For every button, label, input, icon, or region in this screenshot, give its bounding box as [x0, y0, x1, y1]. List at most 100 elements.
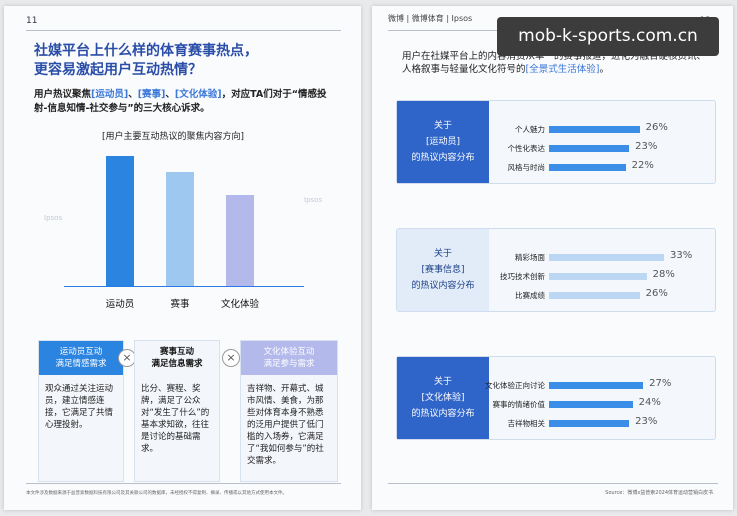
- panel-label-line: 关于: [433, 121, 452, 131]
- tag-athlete: [运动员]: [91, 89, 129, 100]
- row-bar: [549, 401, 633, 408]
- row-label: 风格与时尚: [507, 163, 546, 172]
- panel-label-line: [文化体验]: [421, 393, 465, 403]
- page-title: 社媒平台上什么样的体育赛事热点， 更容易激起用户互动热情？: [34, 42, 334, 80]
- category-label: 赛事: [170, 299, 190, 310]
- footnote: 本文件涉及数据来源于益普索数据科技有限公司及其关联公司的数据库，未经授权不得复制…: [26, 491, 287, 496]
- card-athlete-body: 观众通过关注运动员，建立情感连接，它满足了共情心理投射。: [45, 384, 114, 430]
- row-bar: [549, 292, 640, 299]
- tag-lifestyle: [全景式生活体验]: [525, 64, 600, 75]
- panel-label-line: 的热议内容分布: [411, 409, 475, 419]
- row-value: 28%: [652, 269, 675, 280]
- distribution-row: 技巧技术创新 28%: [491, 269, 713, 284]
- panel-label: 关于 [运动员] 的热议内容分布: [397, 101, 489, 183]
- card-event-body: 比分、赛程、奖牌，满足了公众对“发生了什么”的基本求知欲，往往是讨论的基础需求。: [141, 384, 210, 454]
- panel-label-line: [赛事信息]: [421, 265, 465, 275]
- panel-label: 关于 [文化体验] 的热议内容分布: [397, 357, 489, 439]
- row-value: 26%: [645, 288, 668, 299]
- panel-label-line: 的热议内容分布: [411, 281, 475, 291]
- x-circle-icon: ×: [118, 349, 136, 367]
- row-bar: [549, 145, 630, 152]
- bar-0: [106, 156, 134, 286]
- row-bar: [549, 126, 640, 133]
- card-culture-body: 吉祥物、开幕式、城市风情、美食，为那些对体育本身不熟悉的泛用户提供了低门槛的入场…: [247, 384, 324, 466]
- title-line-2: 更容易激起用户互动热情？: [34, 62, 202, 78]
- row-value: 23%: [635, 141, 658, 152]
- row-value: 24%: [638, 397, 661, 408]
- row-value: 33%: [670, 250, 693, 261]
- card-event: 赛事互动 满足信息需求 比分、赛程、奖牌，满足了公众对“发生了什么”的基本求知欲…: [134, 340, 220, 482]
- intro-prefix: 用户热议聚焦: [34, 89, 92, 100]
- watermark: Ipsos: [304, 196, 323, 204]
- row-label: 精彩场面: [515, 253, 545, 262]
- sep-1: 、: [128, 89, 138, 100]
- row-value: 26%: [645, 122, 668, 133]
- row-bar: [549, 254, 665, 261]
- panel-label-line: 关于: [433, 377, 452, 387]
- card-event-head-1: 赛事互动: [159, 347, 194, 357]
- distribution-row: 比赛成绩 26%: [491, 288, 713, 303]
- brand-logos: 微博 | 微博体育 | Ipsos: [388, 14, 473, 23]
- intro-text: 用户热议聚焦[运动员]、[赛事]、[文化体验]，对应TA们对于“情感投射-信息知…: [34, 88, 339, 116]
- header-rule: [26, 30, 341, 31]
- left-page: 11 社媒平台上什么样的体育赛事热点， 更容易激起用户互动热情？ 用户热议聚焦[…: [4, 6, 361, 510]
- right-intro-text: 用户在社媒平台上的内容消费从单一的赛事报道，进化为融合硬核资讯、人格叙事与轻量化…: [402, 51, 707, 75]
- distribution-row: 吉祥物相关 23%: [491, 416, 713, 431]
- panel-label: 关于 [赛事信息] 的热议内容分布: [397, 229, 489, 311]
- card-athlete-head-2: 满足情感需求: [55, 359, 107, 369]
- page-number-left: 11: [26, 16, 38, 26]
- footer-rule: [388, 483, 718, 484]
- bar-2: [226, 195, 254, 286]
- row-label: 个性化表达: [507, 144, 546, 153]
- right-page: 微博 | 微博体育 | Ipsos 12 用户在社媒平台上的内容消费从单一的赛事…: [372, 6, 733, 510]
- row-label: 技巧技术创新: [500, 272, 545, 281]
- bar-1: [166, 171, 194, 286]
- card-culture-head-1: 文化体验互动: [263, 347, 315, 357]
- distribution-row: 个人魅力 26%: [491, 122, 713, 137]
- distribution-panel: 关于 [赛事信息] 的热议内容分布 精彩场面 33% 技巧技术创新 28% 比赛成绩 26%: [396, 228, 716, 312]
- x-circle-icon: ×: [222, 349, 240, 367]
- tag-culture: [文化体验]: [174, 89, 222, 100]
- row-label: 文化体验正向讨论: [485, 381, 545, 390]
- distribution-panel: 关于 [运动员] 的热议内容分布 个人魅力 26% 个性化表达 23% 风格与时尚 22%: [396, 100, 716, 184]
- row-bar: [549, 273, 647, 280]
- row-value: 23%: [635, 416, 658, 427]
- intro-suffix: ，对应TA们对于“情感投射-信息知情-社交参与”的三大核心诉求。: [34, 89, 327, 114]
- panel-label-line: [运动员]: [425, 137, 461, 147]
- distribution-row: 赛事的情绪价值 24%: [491, 397, 713, 412]
- right-intro: 用户在社媒平台上的内容消费从单一的赛事报道，进化为融合硬核资讯、人格叙事与轻量化…: [402, 50, 712, 76]
- card-athlete-head: 运动员互动 满足情感需求: [39, 341, 123, 375]
- card-culture-head: 文化体验互动 满足参与需求: [241, 341, 337, 375]
- focus-bar-chart: [用户主要互动热议的聚焦内容方向] 运动员 赛事 文化体验: [44, 126, 329, 314]
- row-label: 赛事的情绪价值: [492, 400, 546, 409]
- row-label: 吉祥物相关: [507, 419, 546, 428]
- distribution-panel: 关于 [文化体验] 的热议内容分布 文化体验正向讨论 27% 赛事的情绪价值 24% 吉祥物相…: [396, 356, 716, 440]
- row-value: 22%: [631, 160, 654, 171]
- title-line-1: 社媒平台上什么样的体育赛事热点，: [34, 43, 258, 59]
- source-note: Source：微博x益普索2024体育运动营销白皮书: [605, 490, 713, 496]
- card-culture: 文化体验互动 满足参与需求 吉祥物、开幕式、城市风情、美食，为那些对体育本身不熟…: [240, 340, 338, 482]
- row-label: 个人魅力: [515, 125, 545, 134]
- right-intro-end: 。: [599, 64, 609, 75]
- row-bar: [549, 164, 626, 171]
- card-athlete-head-1: 运动员互动: [59, 347, 103, 357]
- card-culture-head-2: 满足参与需求: [263, 359, 315, 369]
- card-athlete: 运动员互动 满足情感需求 观众通过关注运动员，建立情感连接，它满足了共情心理投射…: [38, 340, 124, 482]
- row-bar: [549, 382, 644, 389]
- sep-2: 、: [165, 89, 175, 100]
- panel-label-line: 的热议内容分布: [411, 153, 475, 163]
- category-label: 文化体验: [220, 299, 259, 310]
- row-label: 比赛成绩: [515, 291, 545, 300]
- site-banner: mob-k-sports.com.cn: [497, 17, 719, 56]
- row-value: 27%: [649, 378, 672, 389]
- distribution-row: 风格与时尚 22%: [491, 160, 713, 175]
- card-event-head-2: 满足信息需求: [151, 359, 203, 369]
- watermark: Ipsos: [44, 214, 63, 222]
- footer-rule: [26, 483, 341, 484]
- panel-label-line: 关于: [433, 249, 452, 259]
- chart-title: [用户主要互动热议的聚焦内容方向]: [102, 132, 245, 142]
- card-event-head: 赛事互动 满足信息需求: [135, 341, 219, 375]
- category-label: 运动员: [105, 299, 135, 310]
- chart-axis: [64, 286, 304, 287]
- distribution-row: 精彩场面 33%: [491, 250, 713, 265]
